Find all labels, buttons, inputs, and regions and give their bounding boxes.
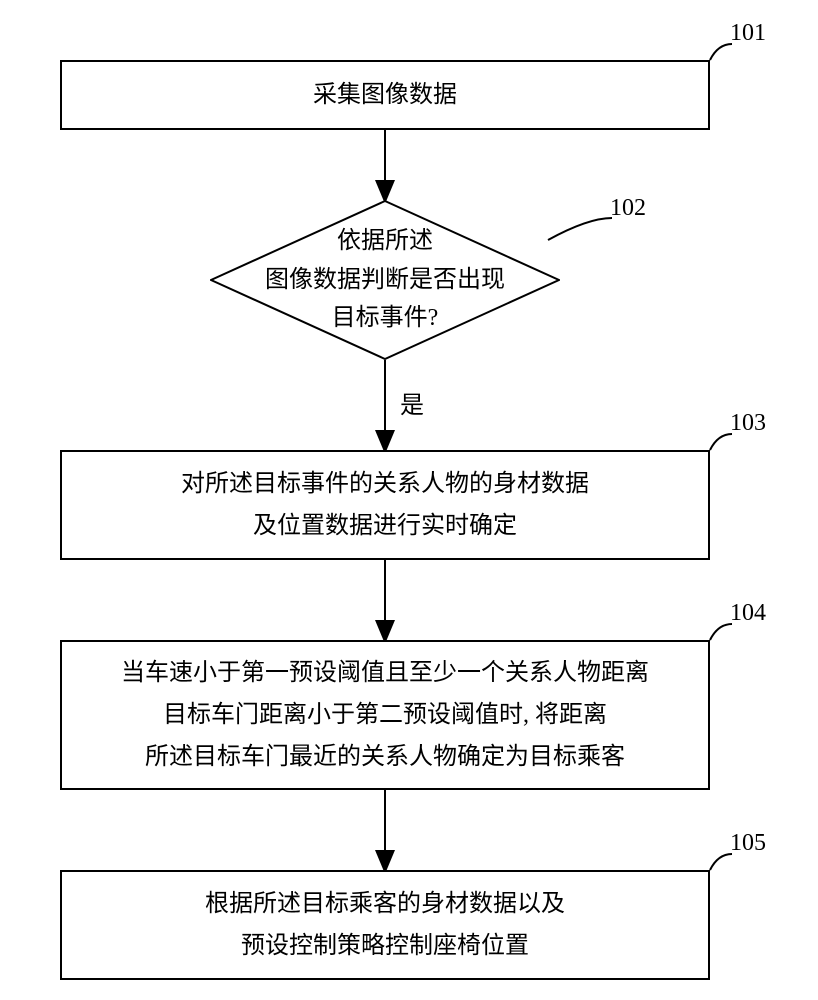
step-104-label: 104	[730, 600, 766, 627]
decision-102-label: 102	[610, 195, 646, 222]
step-103-determine-body-position: 对所述目标事件的关系人物的身材数据及位置数据进行实时确定	[60, 450, 710, 560]
step-105-control-seat-position: 根据所述目标乘客的身材数据以及预设控制策略控制座椅位置	[60, 870, 710, 980]
step-101-collect-image-data: 采集图像数据	[60, 60, 710, 130]
edge-label-yes: 是	[400, 385, 424, 420]
step-104-identify-target-passenger: 当车速小于第一预设阈值且至少一个关系人物距离目标车门距离小于第二预设阈值时, 将…	[60, 640, 710, 790]
step-101-label: 101	[730, 20, 766, 47]
step-104-text: 当车速小于第一预设阈值且至少一个关系人物距离目标车门距离小于第二预设阈值时, 将…	[121, 652, 649, 778]
step-103-label: 103	[730, 410, 766, 437]
decision-102-target-event: 依据所述图像数据判断是否出现目标事件?	[210, 200, 560, 360]
decision-102-text: 依据所述图像数据判断是否出现目标事件?	[265, 222, 505, 337]
step-105-text: 根据所述目标乘客的身材数据以及预设控制策略控制座椅位置	[205, 883, 565, 967]
step-105-label: 105	[730, 830, 766, 857]
step-101-text: 采集图像数据	[313, 74, 457, 116]
step-103-text: 对所述目标事件的关系人物的身材数据及位置数据进行实时确定	[181, 463, 589, 547]
flowchart-canvas: 采集图像数据 101 依据所述图像数据判断是否出现目标事件? 102 对所述目标…	[0, 0, 818, 1000]
